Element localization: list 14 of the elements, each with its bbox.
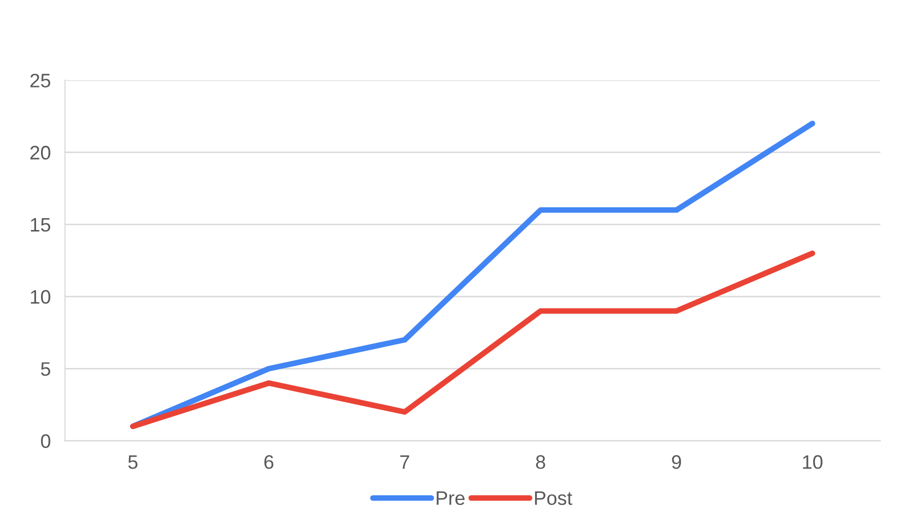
x-tick-label: 6 <box>264 455 274 469</box>
y-tick-label: 25 <box>30 74 50 88</box>
y-tick-label: 10 <box>30 290 50 304</box>
y-tick-label: 15 <box>30 218 50 232</box>
x-tick-label: 8 <box>536 455 546 469</box>
x-tick-label: 5 <box>128 455 138 469</box>
x-tick-label: 10 <box>803 455 822 469</box>
y-tick-label: 5 <box>41 362 50 376</box>
legend-label: Post <box>535 491 572 505</box>
legend-label: Pre <box>436 491 465 505</box>
y-tick-label: 0 <box>41 434 50 448</box>
x-tick-label: 7 <box>400 455 410 469</box>
x-tick-label: 9 <box>672 455 681 469</box>
y-tick-label: 20 <box>30 146 50 160</box>
